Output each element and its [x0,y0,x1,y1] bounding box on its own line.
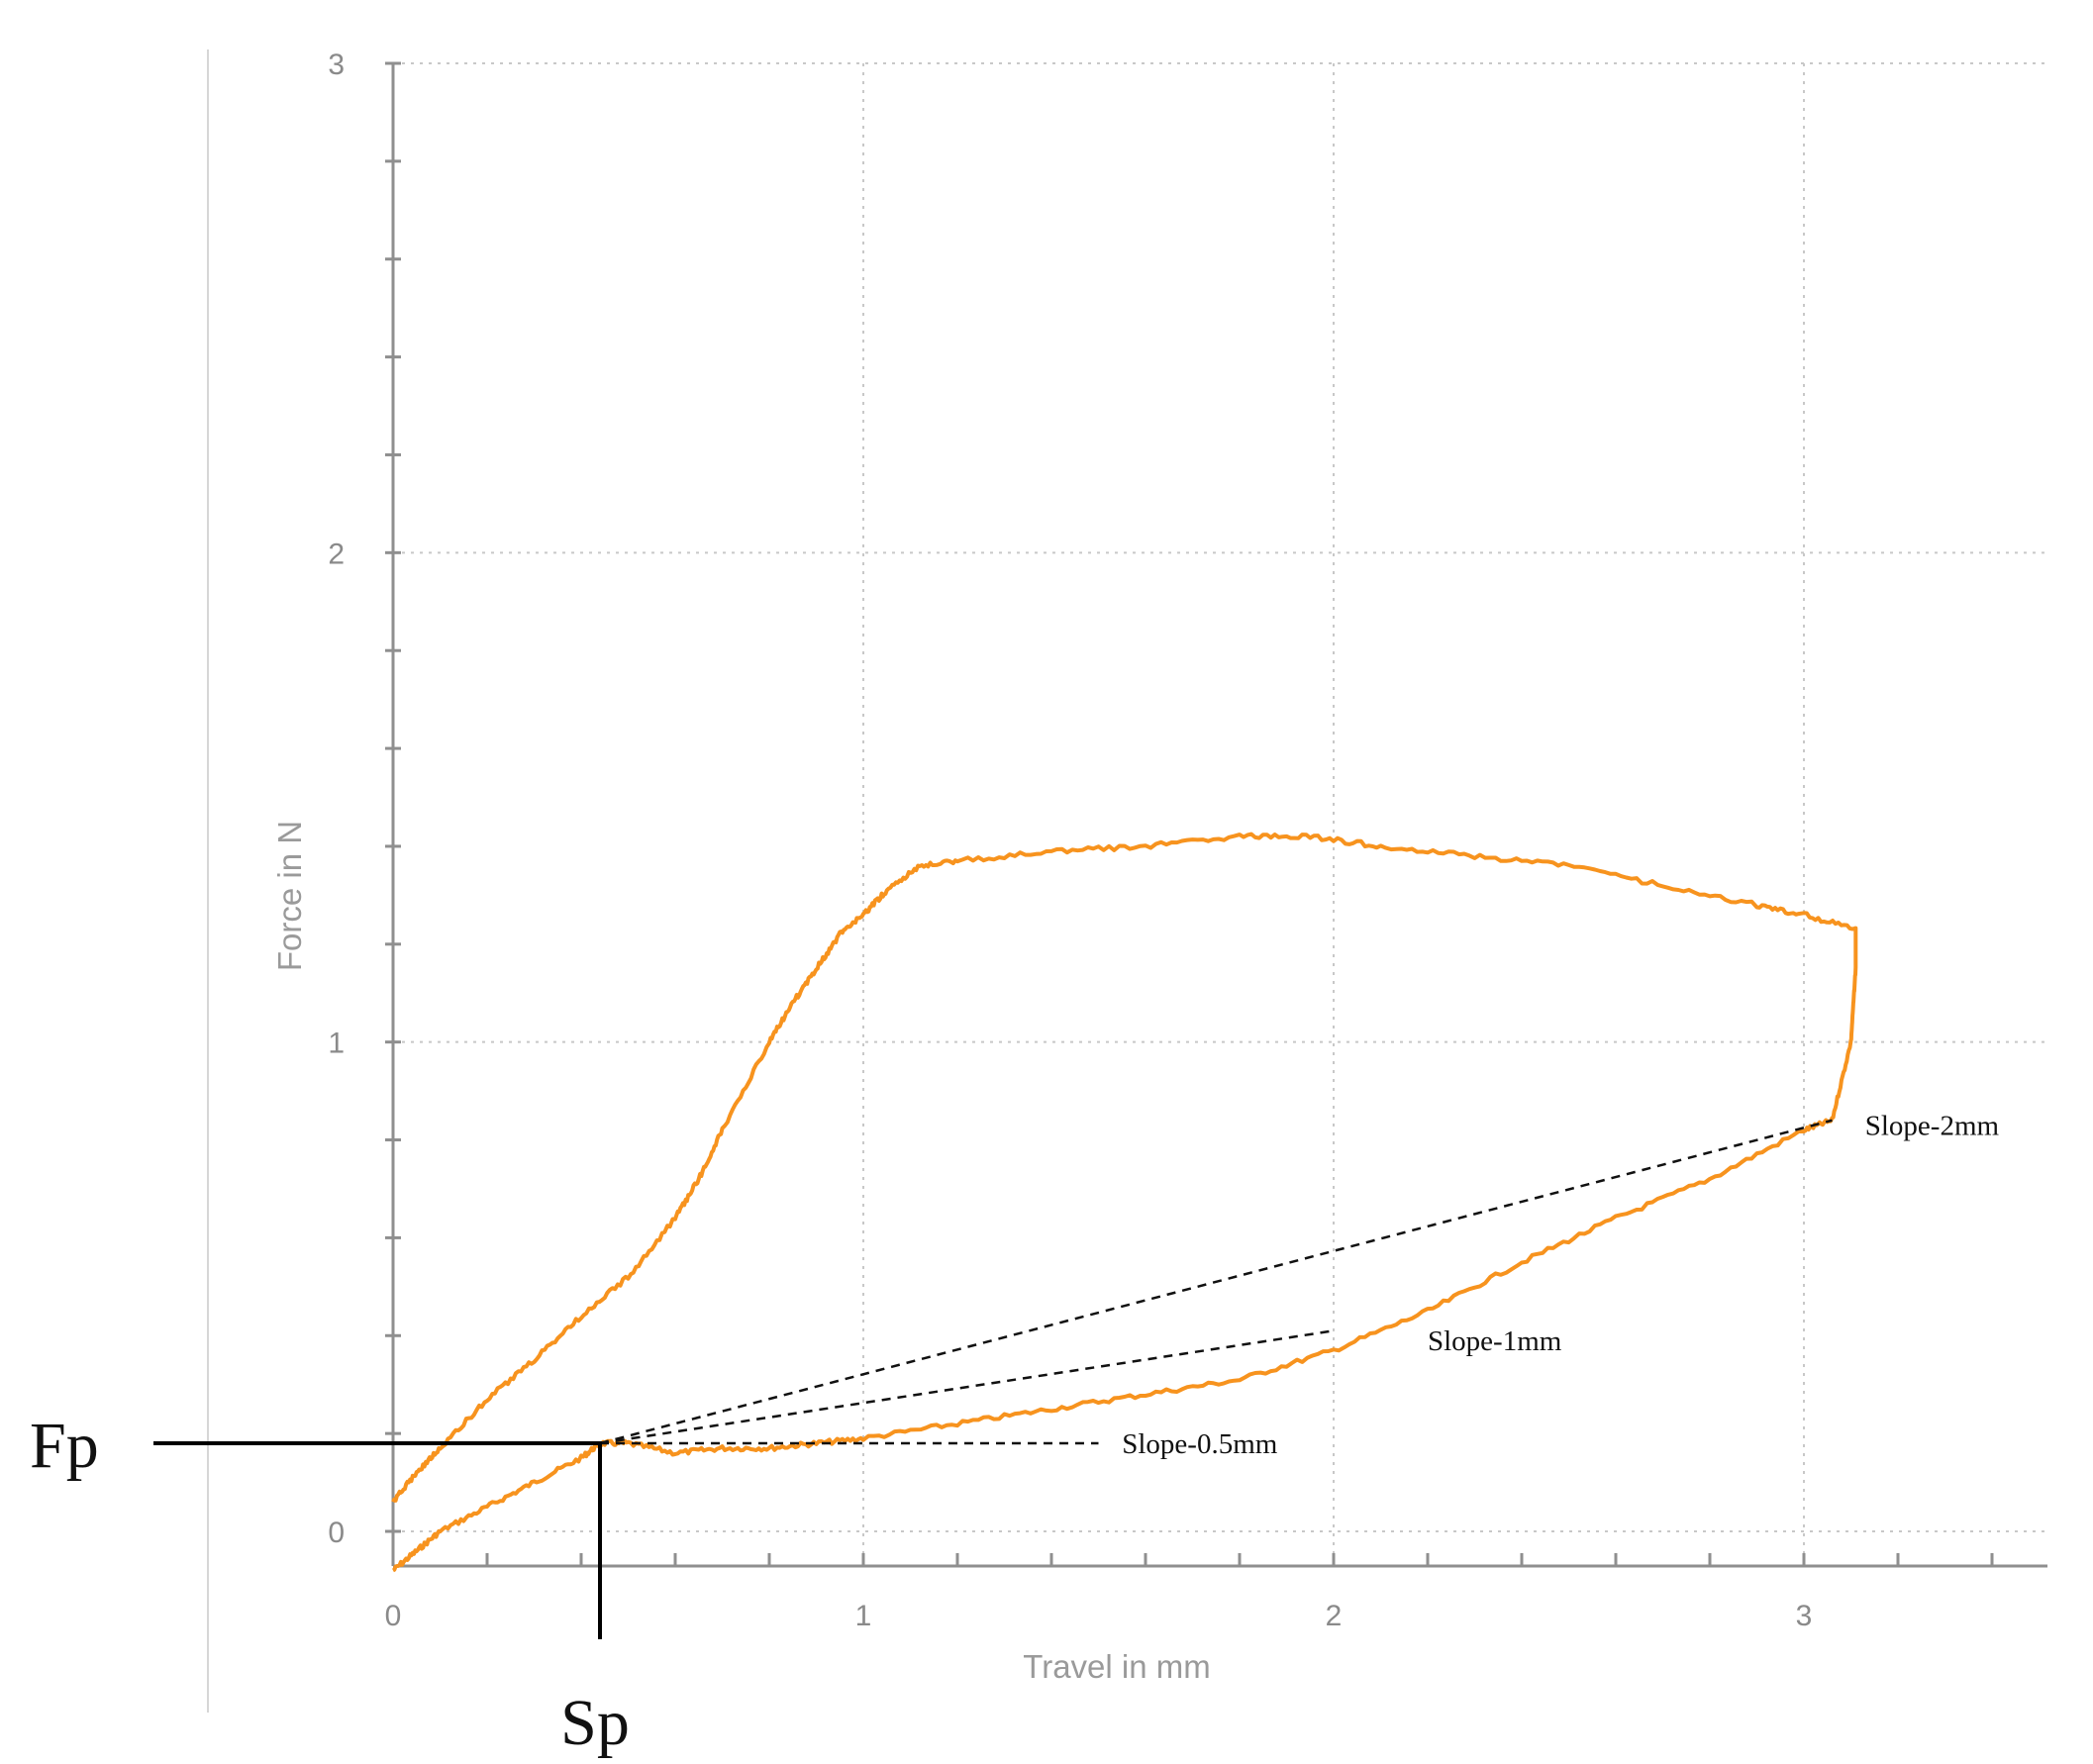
x-tick-label: 2 [1326,1600,1343,1632]
slope-line [599,1119,1833,1445]
y-tick-label: 3 [328,49,345,81]
x-tick-label: 1 [855,1600,872,1632]
fp-label: Fp [30,1410,99,1482]
marker-layer: Fp Sp [30,1410,630,1759]
slope-label: Slope-2mm [1865,1111,2000,1142]
slope-label: Slope-1mm [1428,1325,1562,1357]
grid-layer [393,62,2047,1566]
y-tick-label: 1 [328,1028,345,1060]
axis-layer [391,63,2047,1568]
y-tick-label: 2 [328,538,345,570]
slope-line [599,1329,1335,1445]
force-travel-curve [391,832,1858,1573]
slope-label: Slope-0.5mm [1122,1428,1278,1460]
tick-layer: 0 1 2 3 0 1 2 3 [328,49,1994,1632]
x-axis-title: Travel in mm [1023,1648,1210,1685]
y-axis-title: Force in N [271,821,308,971]
sp-label: Sp [560,1687,630,1759]
series-layer [391,832,1858,1573]
x-tick-label: 0 [385,1600,402,1632]
slope-layer: Slope-0.5mm Slope-1mm Slope-2mm [599,1111,2000,1460]
x-tick-label: 3 [1796,1600,1813,1632]
y-tick-label: 0 [328,1517,345,1549]
